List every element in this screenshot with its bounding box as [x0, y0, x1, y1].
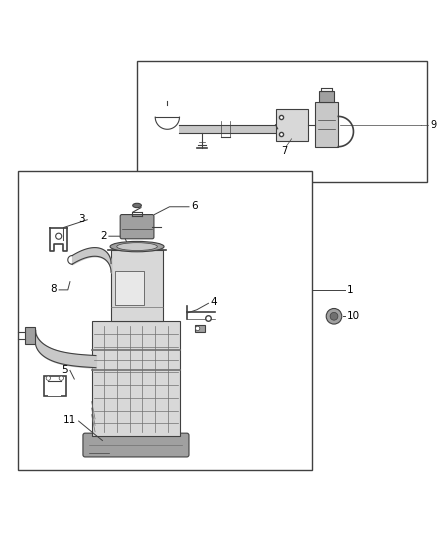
Text: 3: 3 [78, 214, 85, 224]
Ellipse shape [110, 241, 164, 252]
Bar [180, 125, 278, 133]
Bar [137, 61, 427, 182]
Bar [25, 327, 35, 344]
Text: 11: 11 [63, 415, 77, 425]
Text: 7: 7 [281, 146, 287, 156]
Text: 10: 10 [347, 311, 360, 321]
Text: 1: 1 [347, 285, 353, 295]
Text: 2: 2 [100, 231, 107, 241]
Circle shape [330, 312, 338, 320]
Circle shape [195, 326, 200, 330]
Bar [115, 271, 144, 305]
Bar [18, 171, 312, 470]
Circle shape [56, 233, 62, 239]
Bar [44, 376, 66, 397]
FancyBboxPatch shape [83, 433, 189, 457]
Bar [276, 109, 308, 141]
Ellipse shape [117, 243, 157, 251]
Ellipse shape [133, 203, 141, 208]
Circle shape [326, 309, 342, 324]
Text: 8: 8 [50, 284, 57, 294]
Text: 9: 9 [431, 119, 437, 130]
Bar [92, 321, 180, 436]
Bar [314, 102, 338, 148]
Bar [195, 325, 205, 332]
Bar [111, 250, 163, 321]
Text: 5: 5 [61, 365, 68, 375]
Bar [48, 381, 61, 397]
Circle shape [59, 376, 64, 381]
Circle shape [46, 376, 50, 381]
Text: 4: 4 [211, 297, 217, 307]
FancyBboxPatch shape [120, 215, 154, 239]
Bar [319, 91, 334, 102]
Text: 6: 6 [191, 201, 198, 211]
